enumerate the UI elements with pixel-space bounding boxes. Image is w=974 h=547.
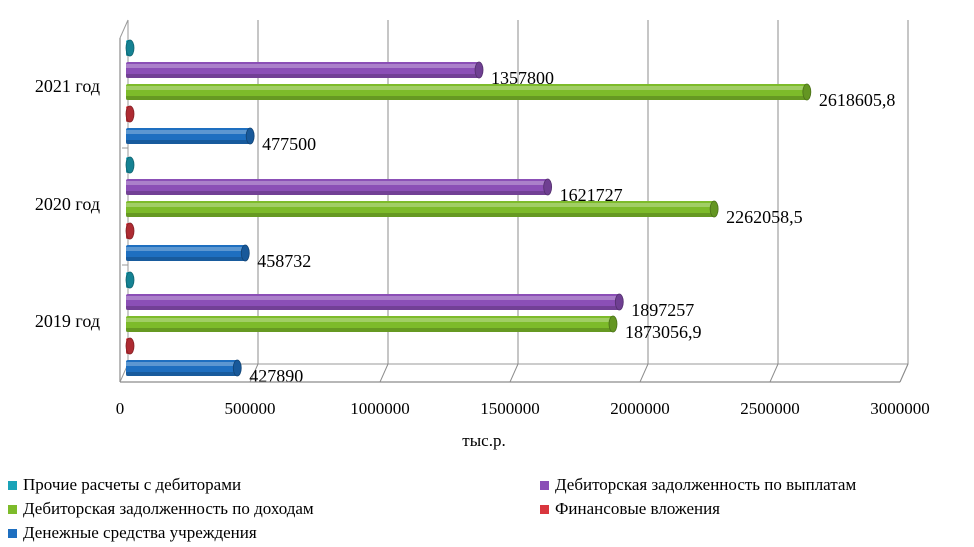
bar-cap	[474, 61, 484, 79]
bar-cap	[802, 83, 812, 101]
bar	[126, 294, 620, 310]
x-tick-label: 0	[116, 399, 125, 418]
bar-shadow	[126, 257, 246, 261]
floor-gridline	[769, 363, 779, 383]
bar-highlight	[126, 362, 238, 366]
bar-highlight	[126, 247, 246, 251]
bar-highlight	[126, 181, 548, 185]
x-tick-label: 2500000	[740, 399, 800, 418]
bar-shadow	[126, 191, 548, 195]
bar	[126, 179, 548, 195]
x-tick-label: 2000000	[610, 399, 670, 418]
bar-cap	[543, 178, 553, 196]
bar-cap	[709, 200, 719, 218]
bar-shadow	[126, 140, 251, 144]
bar-highlight	[126, 318, 613, 322]
bar-highlight	[126, 86, 807, 90]
data-label: 458732	[257, 251, 311, 271]
data-label: 1897257	[631, 300, 694, 320]
axes: 0 500000 1000000 1500000 2000000 2500000 30000…	[35, 38, 930, 418]
floor-gridline	[249, 363, 259, 383]
bar-shadow	[126, 74, 480, 78]
bar	[126, 84, 807, 100]
bar-cap	[125, 39, 135, 57]
bar-cap	[125, 337, 135, 355]
bar-shadow	[126, 328, 613, 332]
bar-highlight	[126, 203, 715, 207]
bar-highlight	[126, 296, 620, 300]
legend-item: Дебиторская задолженность по доходам	[8, 498, 314, 520]
bars	[125, 39, 812, 377]
bar-shadow	[126, 372, 238, 376]
bar	[126, 316, 613, 332]
bar-cap	[125, 222, 135, 240]
bar	[126, 201, 715, 217]
x-tick-label: 500000	[225, 399, 276, 418]
bar-cap	[232, 359, 242, 377]
bar-cap	[125, 105, 135, 123]
bar-cap	[245, 127, 255, 145]
legend-label: Дебиторская задолженность по выплатам	[555, 475, 857, 494]
legend-swatch	[8, 480, 17, 490]
bar-cap	[240, 244, 250, 262]
legend-label: Дебиторская задолженность по доходам	[23, 499, 314, 518]
bar-cap	[125, 156, 135, 174]
legend-label: Финансовые вложения	[555, 499, 721, 518]
x-axis-title: тыс.р.	[462, 431, 505, 450]
x-tick-label: 1500000	[480, 399, 540, 418]
category-label: 2020 год	[35, 194, 100, 214]
data-label: 1621727	[560, 185, 623, 205]
legend-swatch	[8, 528, 17, 538]
bar-cap	[614, 293, 624, 311]
data-label: 2618605,8	[819, 90, 896, 110]
floor-gridline	[379, 363, 389, 383]
legend-swatch	[540, 480, 549, 490]
bar-cap	[608, 315, 618, 333]
legend-item: Прочие расчеты с дебиторами	[8, 474, 241, 496]
bar	[126, 62, 480, 78]
depth-edge	[119, 19, 129, 39]
bar	[126, 245, 246, 261]
floor-gridline	[899, 363, 909, 383]
x-tick-label: 1000000	[350, 399, 410, 418]
x-tick-label: 3000000	[870, 399, 930, 418]
legend-swatch	[8, 504, 17, 514]
legend-item: Финансовые вложения	[540, 498, 720, 520]
bar	[126, 128, 251, 144]
category-label: 2019 год	[35, 311, 100, 331]
bar-cap	[125, 271, 135, 289]
legend-label: Денежные средства учреждения	[23, 523, 257, 542]
bar-shadow	[126, 96, 807, 100]
floor-gridline	[509, 363, 519, 383]
legend-swatch	[540, 504, 549, 514]
bar-highlight	[126, 130, 251, 134]
bar-shadow	[126, 306, 620, 310]
legend-label: Прочие расчеты с дебиторами	[23, 475, 242, 494]
legend-item: Денежные средства учреждения	[8, 522, 257, 544]
floor-gridline	[639, 363, 649, 383]
category-label: 2021 год	[35, 76, 100, 96]
data-label: 2262058,5	[726, 207, 803, 227]
bar-shadow	[126, 213, 715, 217]
bar-highlight	[126, 64, 480, 68]
data-label: 427890	[249, 366, 303, 386]
data-label: 477500	[262, 134, 316, 154]
bar	[126, 360, 238, 376]
legend-item: Дебиторская задолженность по выплатам	[540, 474, 856, 496]
data-labels: 1357800 2618605,8 477500 1621727 2262058,5 45…	[249, 68, 895, 386]
data-label: 1873056,9	[625, 322, 702, 342]
data-label: 1357800	[491, 68, 554, 88]
